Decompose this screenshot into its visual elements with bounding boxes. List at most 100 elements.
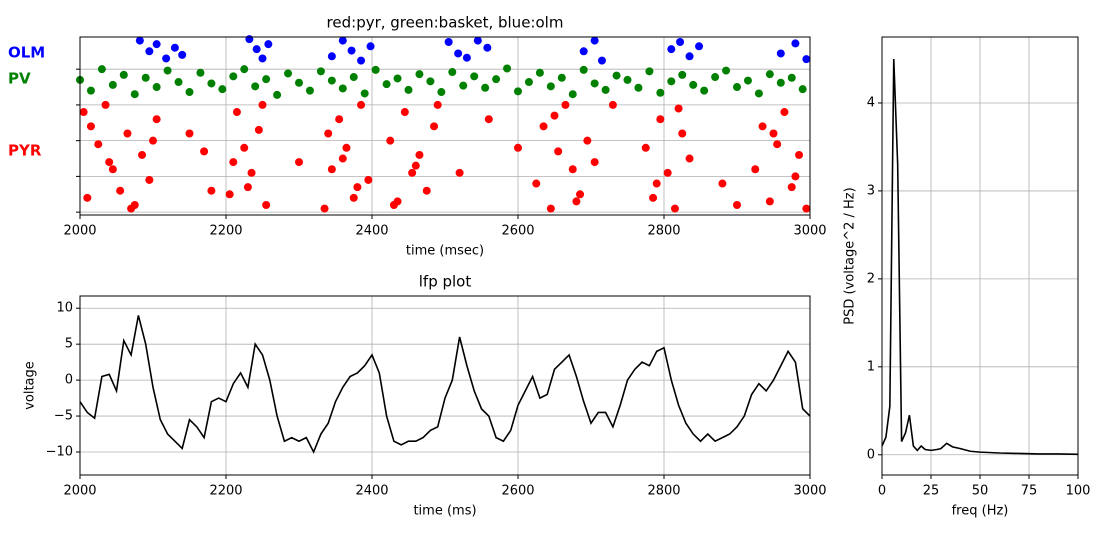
spike-dot (780, 108, 789, 117)
series-label: OLM (8, 44, 45, 62)
spike-dot (572, 197, 581, 206)
spike-dot (324, 129, 333, 138)
spike-dot (251, 82, 260, 91)
spike-dot (590, 36, 599, 45)
spike-dot (295, 158, 303, 167)
spike-dot (751, 165, 760, 174)
spike-dot (656, 115, 665, 124)
spike-dot (656, 88, 665, 97)
x-tick-label: 100 (1066, 484, 1091, 499)
x-tick-label: 0 (878, 484, 886, 499)
spike-dot (258, 54, 267, 63)
x-tick-label: 2800 (647, 484, 680, 499)
spike-dot (408, 168, 417, 177)
spike-dot (145, 175, 154, 184)
spike-dot (568, 165, 577, 174)
spike-dot (86, 122, 95, 131)
spike-dot (327, 165, 336, 174)
x-axis-label: time (msec) (406, 244, 484, 259)
spike-dot (295, 78, 303, 87)
y-tick-label: 3 (867, 183, 875, 198)
spike-dot (152, 115, 161, 124)
spike-dot (338, 84, 347, 93)
spike-dot (422, 186, 431, 195)
spike-dot (765, 70, 774, 79)
spike-dot (207, 79, 216, 88)
spike-dot (492, 75, 501, 84)
spike-dot (123, 129, 132, 138)
spike-dot (787, 183, 796, 192)
spike-dot (273, 90, 282, 99)
spike-dot (138, 150, 147, 159)
x-tick-label: 75 (1021, 484, 1038, 499)
x-tick-label: 2400 (355, 484, 388, 499)
spike-dot (612, 71, 621, 80)
spike-dot (448, 68, 457, 77)
spike-dot (718, 179, 727, 188)
spike-dot (776, 49, 785, 58)
line (881, 58, 1079, 456)
spike-dot (305, 86, 314, 95)
spike-dot (338, 154, 347, 163)
spike-dot (634, 83, 643, 92)
y-tick-label: −10 (46, 444, 73, 459)
spike-dot (667, 45, 676, 54)
spike-dot (645, 67, 654, 76)
spike-dot (258, 100, 267, 109)
spike-dot (200, 147, 209, 156)
spike-dot (791, 172, 800, 181)
spike-dot (178, 50, 187, 59)
spike-dot (426, 77, 435, 86)
spike-dot (649, 193, 658, 202)
spike-dot (243, 183, 252, 192)
spike-dot (127, 204, 136, 213)
spike-dot (252, 45, 261, 54)
spike-dot (135, 36, 144, 45)
spike-dot (163, 66, 172, 75)
spike-dot (798, 85, 807, 94)
y-tick-label: 0 (65, 373, 73, 388)
spike-dot (327, 52, 336, 61)
spike-dot (590, 158, 599, 167)
spike-dot (678, 129, 687, 138)
spike-dot (371, 65, 380, 74)
spike-dot (404, 85, 413, 94)
spike-dot (483, 43, 492, 52)
spike-dot (316, 67, 325, 76)
chart-title: lfp plot (419, 273, 472, 291)
y-tick-label: 4 (867, 95, 875, 110)
x-tick-label: 50 (972, 484, 989, 499)
spike-dot (415, 150, 424, 159)
spike-dot (685, 154, 694, 163)
spike-dot (386, 136, 395, 145)
spike-dot (608, 100, 617, 109)
spike-dot (791, 39, 800, 48)
spike-dot (262, 200, 271, 209)
spike-dot (83, 193, 92, 202)
spike-dot (393, 74, 402, 83)
spike-dot (554, 147, 563, 156)
y-tick-label: 10 (56, 301, 73, 316)
x-tick-label: 2000 (63, 224, 96, 239)
spike-dot (795, 150, 804, 159)
spike-dot (437, 88, 446, 97)
spike-dot (335, 115, 344, 124)
spike-dot (711, 73, 720, 82)
spike-dot (86, 86, 95, 95)
spike-dot (597, 56, 606, 65)
spike-dot (532, 179, 541, 188)
series-label: PYR (8, 142, 42, 160)
spike-dot (152, 40, 161, 49)
spike-dot (162, 54, 171, 63)
spike-dot (787, 73, 796, 82)
spike-dot (94, 140, 103, 149)
spike-dot (623, 75, 632, 84)
series-label: PV (8, 70, 31, 88)
spike-dot (247, 168, 256, 177)
spike-dot (145, 47, 154, 56)
spike-dot (641, 143, 650, 152)
spike-dot (130, 90, 139, 99)
spike-dot (652, 179, 661, 188)
x-tick-label: 2400 (355, 224, 388, 239)
